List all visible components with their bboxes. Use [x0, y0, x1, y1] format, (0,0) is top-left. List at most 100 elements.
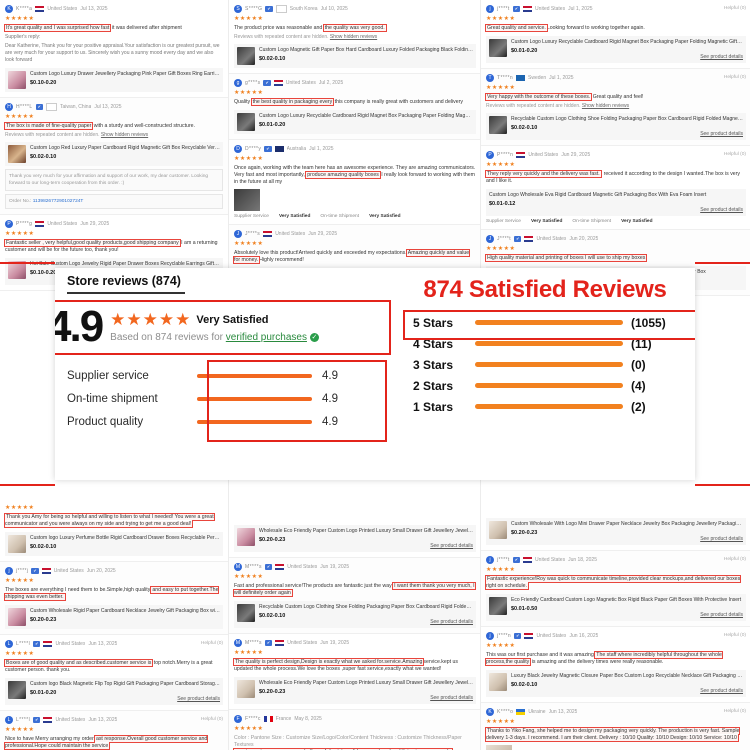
review-text: The quality is perfect design,Design is … [232, 658, 476, 673]
review-card[interactable]: Custom Wholesale With Logo Mini Drawer P… [481, 510, 750, 551]
reviewer-name: P****g [16, 220, 33, 227]
distribution-row: 2 Stars (4) [413, 375, 677, 396]
helpful-button[interactable]: Helpful (0) [723, 633, 746, 638]
product-card[interactable]: Custom Logo Luxury Recyclable Cardboard … [234, 110, 476, 134]
flag-icon-tw [45, 102, 57, 111]
see-product-details-link[interactable]: See product details [700, 131, 743, 137]
review-card[interactable]: K K****o Ukraine Jun 13, 2025 Helpful (0… [481, 703, 750, 750]
product-title: Wholesale Eco Friendly Paper Custom Logo… [259, 680, 473, 686]
product-card[interactable]: Wholesale Eco Friendly Paper Custom Logo… [234, 525, 476, 552]
helpful-button[interactable]: Helpful (0) [723, 152, 746, 157]
distribution-bar-1 [475, 404, 623, 409]
hidden-reviews-note: Reviews with repeated content are hidden… [486, 103, 746, 109]
product-card[interactable]: Eco Friendly Cardboard Custom Logo Magne… [486, 594, 746, 621]
helpful-button[interactable]: Helpful (0) [723, 557, 746, 562]
see-product-details-link[interactable]: See product details [430, 543, 473, 549]
metric-value: 4.9 [322, 392, 338, 405]
review-card[interactable]: D D****y ✔ Australia Jul 1, 2025 ★★★★★ O… [229, 140, 481, 225]
review-card[interactable]: F F****c France May 8, 2025 ★★★★★ Color … [229, 710, 481, 750]
review-header: L L****l ✔ United States Jun 13, 2025 He… [5, 639, 223, 648]
product-card[interactable]: Wholesale Eco Friendly Paper Custom Logo… [234, 677, 476, 704]
review-card[interactable]: T T****n Sweden Jul 1, 2025 Helpful (0) … [481, 69, 750, 146]
avatar: D [234, 144, 242, 153]
hidden-note-text: Reviews with repeated content are hidden… [234, 34, 329, 40]
order-number[interactable]: 113982677290102724T [32, 199, 84, 204]
review-text-rest2: is amazing and the delivery times were r… [530, 659, 664, 665]
review-card[interactable]: P P****n United States Jun 29, 2025 Help… [481, 146, 750, 230]
review-card[interactable]: j j****t ✔ United States Jul 1, 2025 Hel… [481, 0, 750, 69]
verified-purchases-link[interactable]: verified purchases [225, 332, 307, 343]
helpful-button[interactable]: Helpful (0) [723, 709, 746, 714]
review-text-rest: Once again, working with the team here h… [234, 165, 476, 178]
show-hidden-reviews-link[interactable]: Show hidden reviews [581, 103, 630, 109]
product-card[interactable]: Custom logo Luxury Perfume Bottle Rigid … [5, 532, 223, 556]
helpful-button[interactable]: Helpful (0) [723, 6, 746, 11]
review-card[interactable]: L L****l ✔ United States Jun 13, 2025 He… [0, 711, 228, 750]
review-attachment-image[interactable] [234, 189, 260, 211]
product-card[interactable]: Custom logo Black Magnetic Flip Top Rigi… [5, 678, 223, 705]
helpful-button[interactable]: Helpful (0) [200, 641, 223, 646]
review-card[interactable]: g g****s ✔ United States Jul 2, 2025 ★★★… [229, 74, 481, 140]
ontime-shipment-label: On-time Shipment [572, 219, 612, 224]
star-distribution-chart: 5 Stars (1055) 4 Stars (11) 3 Stars (0) … [395, 308, 695, 417]
highlight-annotation: Very happy with the outcome of these box… [484, 93, 593, 101]
product-card[interactable]: Custom Wholesale Rigid Paper Cardboard N… [5, 605, 223, 629]
review-card[interactable]: j j****j ✔ United States Jun 20, 2025 ★★… [0, 562, 228, 635]
store-review-summary-card: Store reviews (874) 4.9 ★★★★★ Very Satis… [55, 268, 395, 480]
product-card[interactable]: Custom Logo Magnetic Gift Paper Box Hard… [234, 44, 476, 68]
see-product-details-link[interactable]: See product details [700, 688, 743, 694]
product-card[interactable]: Custom Logo Luxury Drawer Jewellery Pack… [5, 68, 223, 92]
review-date: Jul 1, 2025 [568, 5, 593, 12]
product-card[interactable]: Custom Logo Wholesale Eva Rigid Cardboar… [486, 189, 746, 216]
show-hidden-reviews-link[interactable]: Show hidden reviews [329, 34, 378, 40]
verified-badge: ✔ [31, 567, 39, 574]
review-card[interactable]: M M****s ✔ United States Jun 19, 2025 ★★… [229, 634, 481, 710]
product-title: Custom Wholesale Rigid Paper Cardboard N… [30, 608, 220, 614]
review-date: May 8, 2025 [294, 715, 322, 722]
product-card[interactable]: Recyclable Custom Logo Clothing Shoe Fol… [234, 601, 476, 628]
helpful-button[interactable]: Helpful (0) [200, 717, 223, 722]
supplier-service-label: Supplier Service [486, 219, 521, 224]
see-product-details-link[interactable]: See product details [177, 696, 220, 702]
review-date: Jun 13, 2025 [88, 640, 118, 647]
see-product-details-link[interactable]: See product details [700, 207, 743, 213]
star-rating: ★★★★★ [486, 246, 516, 252]
product-title: Custom logo Luxury Perfume Bottle Rigid … [30, 535, 220, 541]
see-product-details-link[interactable]: See product details [430, 619, 473, 625]
store-review-summary-overlay: Store reviews (874) 4.9 ★★★★★ Very Satis… [55, 268, 695, 480]
product-thumbnail [237, 528, 255, 546]
review-header: J J****t ✔ United States Jun 20, 2025 [486, 234, 746, 243]
product-card[interactable]: Luxury Black Jewelry Magnetic Closure Pa… [486, 670, 746, 697]
reviewer-name: P****n [497, 151, 514, 158]
review-card[interactable]: K K****a United States Jul 13, 2025 ★★★★… [0, 0, 228, 98]
see-product-details-link[interactable]: See product details [700, 536, 743, 542]
see-product-details-link[interactable]: See product details [700, 612, 743, 618]
review-date: Jun 29, 2025 [80, 220, 110, 227]
product-card[interactable]: Recyclable Custom Logo Clothing Shoe Fol… [486, 113, 746, 140]
review-card[interactable]: S S****G ✔ South Korea Jul 10, 2025 ★★★★… [229, 0, 481, 74]
highlight-annotation: They reply very quickly and the delivery… [485, 170, 602, 178]
product-thumbnail [489, 521, 507, 539]
review-card[interactable]: j j****t ✔ United States Jun 18, 2025 He… [481, 551, 750, 627]
review-card[interactable]: j j****n ✔ United States Jun 16, 2025 He… [481, 627, 750, 703]
product-thumbnail [8, 681, 26, 699]
review-card[interactable]: M M****s ✔ United States Jun 19, 2025 ★★… [229, 558, 481, 634]
review-card[interactable]: H H****L ✔ Taiwan, China Jul 13, 2025 ★★… [0, 98, 228, 215]
review-card[interactable]: Wholesale Eco Friendly Paper Custom Logo… [229, 517, 481, 558]
avatar: F [234, 714, 242, 723]
review-card[interactable]: ★★★★★ Thank you Amy for being so helpful… [0, 501, 228, 562]
product-card[interactable]: Custom Logo Luxury Recyclable Cardboard … [486, 36, 746, 63]
product-card[interactable]: Custom Logo Red Luxury Paper Cardboard R… [5, 142, 223, 166]
review-card[interactable]: L L****l ✔ United States Jun 13, 2025 He… [0, 635, 228, 711]
review-text-rest: Nice to have Merry arranging my order. [5, 736, 95, 742]
verified-badge: ✔ [514, 235, 522, 242]
review-attachment-image[interactable] [486, 745, 512, 750]
review-meta: United States [47, 220, 78, 227]
helpful-button[interactable]: Helpful (0) [723, 75, 746, 80]
see-product-details-link[interactable]: See product details [700, 54, 743, 60]
flag-icon-us [35, 220, 45, 227]
supplier-reply-text: Dear Katherine, Thank you for your posit… [5, 43, 220, 63]
see-product-details-link[interactable]: See product details [430, 695, 473, 701]
product-card[interactable]: Custom Wholesale With Logo Mini Drawer P… [486, 518, 746, 545]
show-hidden-reviews-link[interactable]: Show hidden reviews [100, 132, 149, 138]
